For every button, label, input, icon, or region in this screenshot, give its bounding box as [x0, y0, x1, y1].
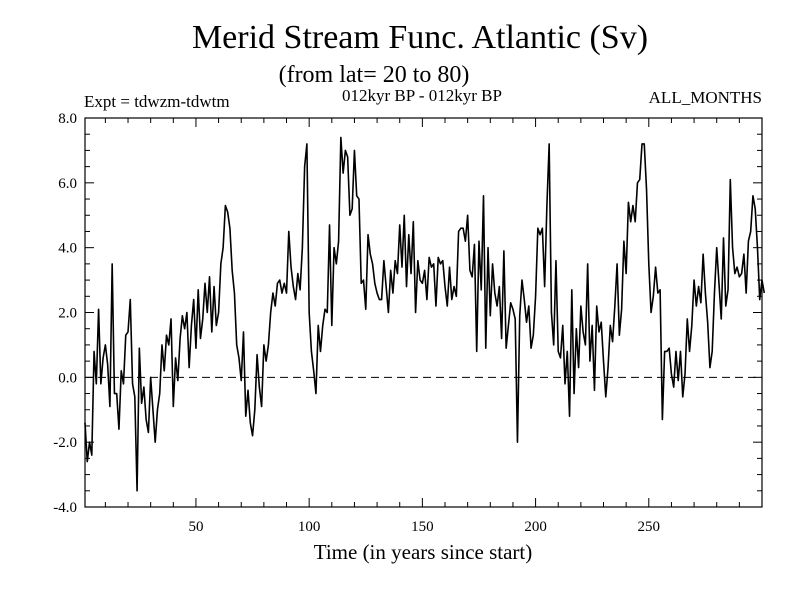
x-axis-label: Time (in years since start) [314, 540, 533, 564]
y-tick-label: 8.0 [58, 111, 77, 127]
y-tick-label: -4.0 [53, 500, 77, 516]
plot-frame [84, 117, 763, 508]
chart-subtitle: (from lat= 20 to 80) [279, 62, 470, 88]
y-tick-label: 2.0 [58, 306, 77, 322]
x-tick-label: 100 [298, 519, 321, 535]
experiment-label: Expt = tdwzm-tdwtm [84, 92, 230, 111]
x-tick-label: 150 [411, 519, 434, 535]
data-series-line [84, 136, 766, 492]
y-tick-label: -2.0 [53, 435, 77, 451]
axis-ticks [85, 118, 762, 507]
axis-tick-labels: 50 100 150 200 250 -4.0 -2.0 0.0 2.0 4.0 6.0 8.0 [53, 111, 660, 535]
y-tick-label: 0.0 [58, 370, 77, 386]
x-tick-label: 250 [638, 519, 661, 535]
x-tick-label: 50 [188, 519, 203, 535]
period-label: 012kyr BP - 012kyr BP [342, 86, 502, 105]
chart-title: Merid Stream Func. Atlantic (Sv) [192, 19, 648, 56]
y-tick-label: 6.0 [58, 176, 77, 192]
x-tick-label: 200 [524, 519, 547, 535]
months-label: ALL_MONTHS [649, 88, 762, 107]
y-tick-label: 4.0 [58, 241, 77, 257]
